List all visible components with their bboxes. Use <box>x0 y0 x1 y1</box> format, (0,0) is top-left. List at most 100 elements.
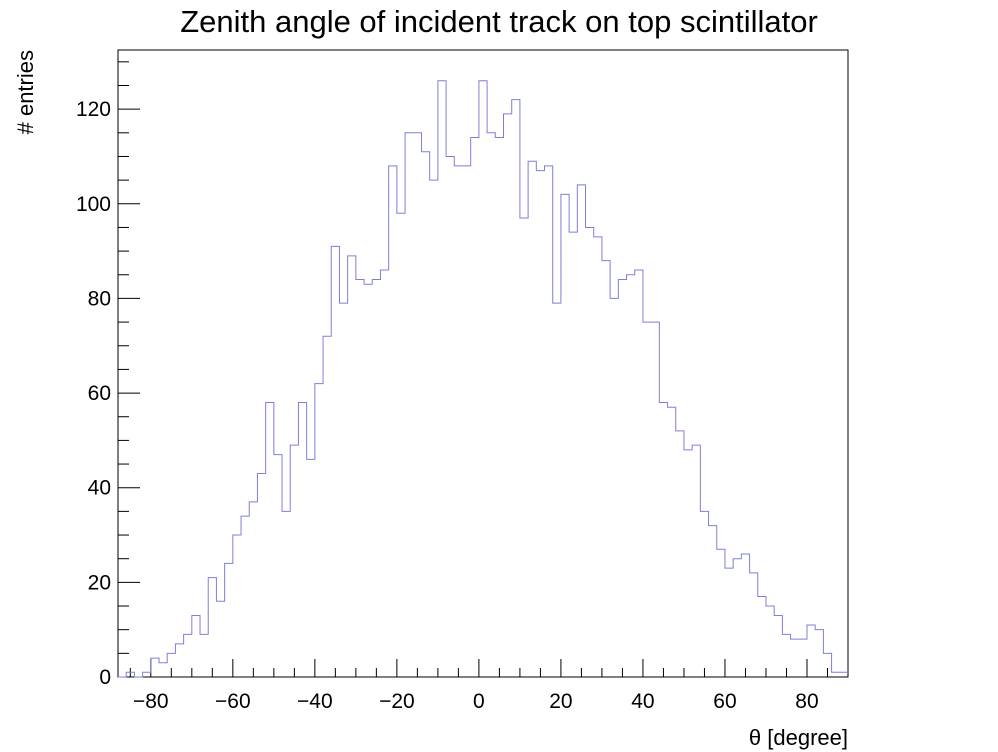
histogram-bin <box>545 166 553 677</box>
histogram-bin <box>700 511 708 677</box>
histogram-bin <box>561 194 569 677</box>
histogram-bin <box>766 606 774 677</box>
x-tick-label: 60 <box>713 690 736 713</box>
histogram-bin <box>233 535 241 677</box>
histogram-bin <box>339 303 347 677</box>
y-tick-label: 0 <box>99 666 111 689</box>
histogram-bin <box>553 303 561 677</box>
histogram-bin <box>504 114 512 677</box>
histogram-bin <box>331 246 339 677</box>
histogram-bin <box>815 630 823 677</box>
histogram-bin <box>520 218 528 677</box>
histogram-bin <box>618 280 626 677</box>
histogram-bin <box>709 526 717 677</box>
histogram-bin <box>184 634 192 677</box>
histogram-bin <box>397 213 405 677</box>
histogram-bin <box>659 403 667 677</box>
y-axis-label: # entries <box>13 50 38 134</box>
histogram-series <box>126 81 848 677</box>
chart-title: Zenith angle of incident track on top sc… <box>180 4 818 39</box>
histogram-bin <box>454 166 462 677</box>
histogram-bin <box>143 672 151 677</box>
y-axis-ticks: 0 20 40 60 80 100 120 <box>76 61 140 689</box>
histogram-bin <box>282 511 290 677</box>
histogram-bin <box>643 322 651 677</box>
histogram-bin <box>446 156 454 677</box>
histogram-bin <box>438 81 446 677</box>
histogram-bin <box>192 615 200 677</box>
y-tick-label: 80 <box>88 287 111 310</box>
histogram-bin <box>348 256 356 677</box>
histogram-bin <box>430 180 438 677</box>
histogram-bin <box>627 275 635 677</box>
histogram-bin <box>487 133 495 677</box>
x-tick-label: 40 <box>631 690 654 713</box>
histogram-bin <box>274 455 282 677</box>
histogram-bin <box>241 516 249 677</box>
histogram-bin <box>208 578 216 677</box>
histogram-bin <box>225 563 233 677</box>
histogram-bin <box>536 171 544 677</box>
histogram-bin <box>151 658 159 677</box>
histogram-bin <box>733 559 741 677</box>
histogram-bin <box>257 474 265 677</box>
x-tick-label: 80 <box>795 690 818 713</box>
histogram-bin <box>840 672 848 677</box>
histogram-bin <box>832 672 840 677</box>
histogram-bin <box>610 298 618 677</box>
y-tick-label: 60 <box>88 382 111 405</box>
histogram-bin <box>668 407 676 677</box>
histogram-bin <box>635 270 643 677</box>
plot-frame <box>117 49 849 678</box>
histogram-bin <box>372 280 380 677</box>
histogram-bin <box>405 133 413 677</box>
histogram-bin <box>791 639 799 677</box>
histogram-bin <box>462 166 470 677</box>
x-tick-label: −20 <box>379 690 415 713</box>
histogram-bin <box>421 152 429 677</box>
histogram-bin <box>750 573 758 677</box>
y-tick-label: 120 <box>76 98 111 121</box>
histogram-bin <box>356 280 364 677</box>
histogram-bin <box>717 549 725 677</box>
histogram-bin <box>528 161 536 677</box>
histogram-bin <box>175 644 183 677</box>
x-tick-label: 0 <box>473 690 485 713</box>
x-tick-label: −40 <box>297 690 333 713</box>
histogram-bin <box>684 450 692 677</box>
histogram-bin <box>602 261 610 677</box>
histogram-bin <box>471 138 479 677</box>
histogram-bin <box>323 336 331 677</box>
histogram-bin <box>413 133 421 677</box>
histogram-bin <box>249 502 257 677</box>
histogram-bin <box>216 601 224 677</box>
histogram-bin <box>364 284 372 677</box>
y-tick-label: 40 <box>88 477 111 500</box>
histogram-bin <box>495 138 503 677</box>
histogram-bin <box>479 81 487 677</box>
histogram-bin <box>799 639 807 677</box>
histogram-bin <box>298 403 306 677</box>
histogram-bin <box>594 237 602 677</box>
histogram-bin <box>725 568 733 677</box>
histogram-bin <box>741 554 749 677</box>
x-tick-label: −80 <box>133 690 169 713</box>
histogram-bin <box>389 166 397 677</box>
histogram-bin <box>758 597 766 677</box>
x-tick-label: 20 <box>549 690 572 713</box>
histogram-bin <box>315 384 323 677</box>
histogram-bin <box>586 227 594 677</box>
histogram-bin <box>577 185 585 677</box>
y-tick-label: 100 <box>76 193 111 216</box>
x-axis-ticks: −80 −60 −40 −20 0 20 40 60 80 <box>129 659 849 713</box>
histogram-line <box>118 80 848 678</box>
histogram-bin <box>651 322 659 677</box>
y-tick-label: 20 <box>88 571 111 594</box>
histogram-bin <box>200 634 208 677</box>
histogram-bin <box>692 445 700 677</box>
histogram-bin <box>266 403 274 677</box>
histogram-bin <box>380 270 388 677</box>
histogram-bin <box>307 459 315 677</box>
histogram-bin <box>290 445 298 677</box>
